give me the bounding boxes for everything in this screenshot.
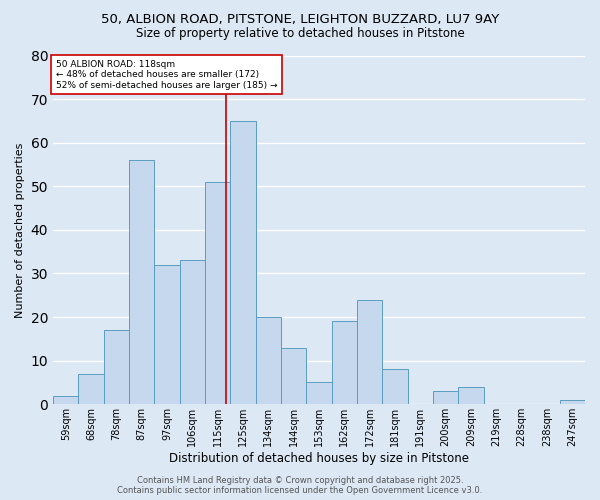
Bar	[332, 322, 357, 404]
Text: 50 ALBION ROAD: 118sqm
← 48% of detached houses are smaller (172)
52% of semi-de: 50 ALBION ROAD: 118sqm ← 48% of detached…	[56, 60, 277, 90]
Bar	[382, 370, 407, 404]
Text: Size of property relative to detached houses in Pitstone: Size of property relative to detached ho…	[136, 28, 464, 40]
Bar	[104, 330, 129, 404]
Bar	[256, 317, 281, 404]
Text: 50, ALBION ROAD, PITSTONE, LEIGHTON BUZZARD, LU7 9AY: 50, ALBION ROAD, PITSTONE, LEIGHTON BUZZ…	[101, 12, 499, 26]
Bar	[129, 160, 154, 404]
Bar	[179, 260, 205, 404]
Bar	[79, 374, 104, 404]
Y-axis label: Number of detached properties: Number of detached properties	[15, 142, 25, 318]
Bar	[205, 182, 230, 404]
Bar	[230, 121, 256, 405]
Bar	[154, 265, 179, 404]
Bar	[281, 348, 307, 405]
Bar	[433, 391, 458, 404]
Bar	[458, 387, 484, 404]
Bar	[307, 382, 332, 404]
Text: Contains HM Land Registry data © Crown copyright and database right 2025.
Contai: Contains HM Land Registry data © Crown c…	[118, 476, 482, 495]
X-axis label: Distribution of detached houses by size in Pitstone: Distribution of detached houses by size …	[169, 452, 469, 465]
Bar	[357, 300, 382, 405]
Bar	[560, 400, 585, 404]
Bar	[53, 396, 79, 404]
